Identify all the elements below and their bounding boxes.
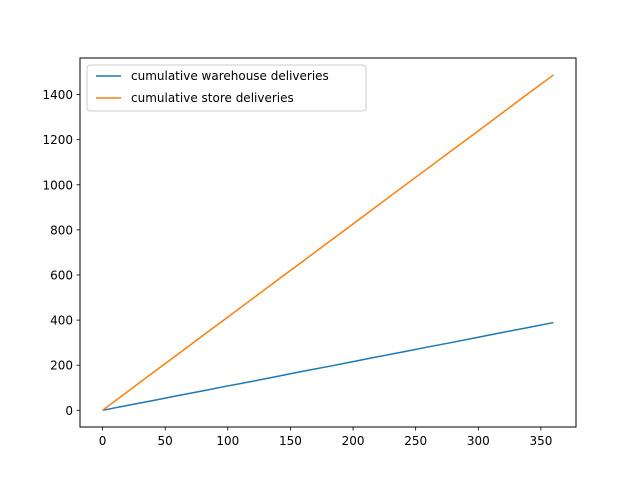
x-tick-label-5: 250 (404, 434, 427, 448)
y-tick-label-1: 200 (50, 359, 73, 373)
x-axis: 0 50 100 150 200 250 300 350 (99, 427, 552, 448)
y-tick-label-6: 1200 (42, 133, 73, 147)
y-tick-label-4: 800 (50, 223, 73, 237)
series-layer (102, 74, 554, 412)
legend-label-warehouse: cumulative warehouse deliveries (131, 69, 329, 83)
y-tick-label-3: 600 (50, 268, 73, 282)
y-axis: 0 200 400 600 800 1000 1200 1400 (42, 88, 80, 418)
x-tick-label-6: 300 (467, 434, 490, 448)
series-line-1 (102, 74, 554, 411)
y-tick-label-5: 1000 (42, 178, 73, 192)
x-tick-label-0: 0 (99, 434, 107, 448)
x-tick-label-7: 350 (529, 434, 552, 448)
legend: cumulative warehouse deliveries cumulati… (86, 64, 367, 112)
legend-label-store: cumulative store deliveries (131, 91, 294, 105)
y-tick-label-7: 1400 (42, 88, 73, 102)
legend-box (86, 64, 367, 112)
x-tick-label-1: 50 (158, 434, 173, 448)
series-line-0 (102, 321, 554, 412)
plot-frame (79, 57, 577, 428)
y-tick-label-2: 400 (50, 314, 73, 328)
x-tick-label-3: 150 (279, 434, 302, 448)
y-tick-label-0: 0 (65, 404, 73, 418)
x-tick-label-4: 200 (342, 434, 365, 448)
x-tick-label-2: 100 (216, 434, 239, 448)
